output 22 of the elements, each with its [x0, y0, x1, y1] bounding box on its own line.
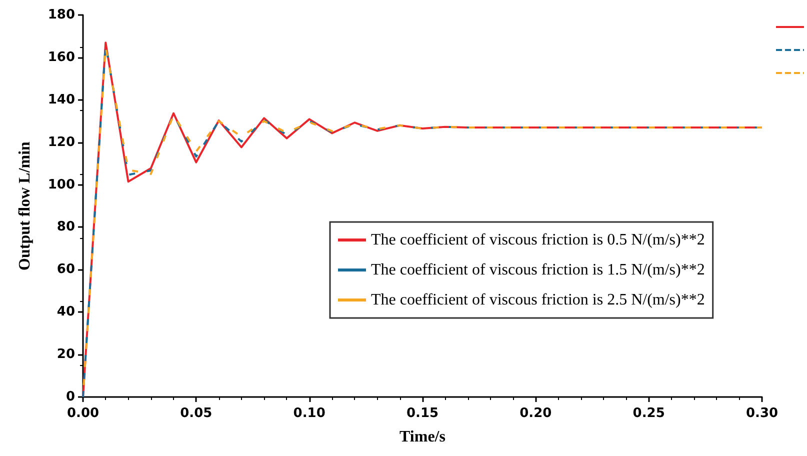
legend-label: The coefficient of viscous friction is 0.5 N/(m/s)**2	[371, 232, 705, 248]
y-tick-label: 80	[56, 220, 75, 235]
x-tick-label: 0.30	[746, 406, 778, 421]
x-tick-label: 0.25	[632, 406, 665, 421]
y-tick-label: 160	[48, 50, 75, 65]
y-tick-label: 60	[56, 262, 75, 278]
y-tick-label: 40	[56, 304, 75, 320]
y-tick-label: 0	[66, 390, 75, 404]
x-tick-label: 0.15	[406, 406, 439, 421]
x-tick-label: 0.10	[293, 406, 326, 421]
legend-label: The coefficient of viscous friction is 2.5 N/(m/s)**2	[371, 292, 705, 308]
x-axis-title: Time/s	[400, 428, 446, 446]
y-axis-title: Output flow L/min	[16, 141, 34, 270]
y-tick-label: 100	[48, 177, 75, 192]
y-tick-label: 140	[48, 92, 75, 108]
x-tick-label: 0.05	[180, 406, 212, 421]
x-tick-label: 0.20	[520, 406, 552, 421]
y-tick-label: 120	[48, 134, 75, 150]
y-tick-label: 20	[56, 347, 75, 362]
x-tick-label: 0.00	[66, 406, 100, 421]
legend-label: The coefficient of viscous friction is 1.5 N/(m/s)**2	[371, 262, 705, 278]
y-tick-label: 180	[48, 8, 75, 22]
